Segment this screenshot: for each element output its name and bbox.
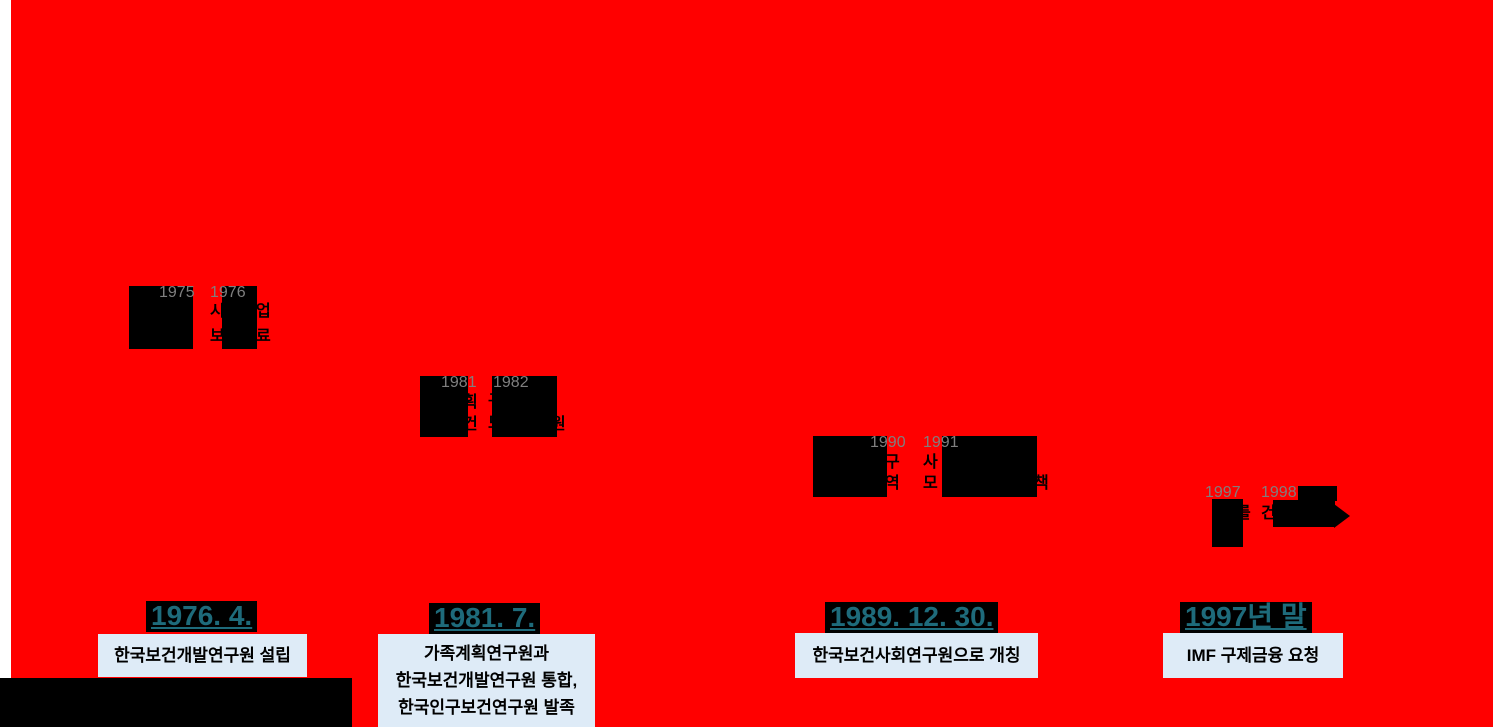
text-fragment: 모 (923, 475, 938, 492)
date-heading: 1989. 12. 30. (825, 602, 999, 634)
event-label-line: 가족계획연구원과 (423, 644, 550, 663)
year-label: 1981 (441, 374, 477, 391)
year-label: 1982 (493, 374, 529, 391)
event-label-line: 한국보건개발연구원 설립 (114, 646, 291, 665)
event-label-line: IMF 구제금융 요청 (1186, 646, 1320, 665)
date-heading: 1997년 말 (1180, 602, 1312, 634)
black-redaction-box (420, 376, 468, 437)
text-fragment: 구 (885, 454, 900, 471)
text-fragment: 건 (1261, 505, 1276, 522)
black-redaction-box (1273, 500, 1335, 527)
event-label-box: IMF 구제금융 요청 (1163, 633, 1343, 678)
black-redaction-box (813, 436, 887, 497)
year-label: 1997 (1205, 484, 1241, 501)
year-label: 1990 (870, 434, 906, 451)
date-heading: 1976. 4. (146, 601, 258, 633)
date-heading: 1981. 7. (429, 603, 541, 635)
year-label: 1991 (923, 434, 959, 451)
text-fragment: 료 (256, 328, 271, 345)
event-label-line: 한국인구보건연구원 발족 (398, 698, 575, 717)
black-redaction-bar-bottom (0, 678, 352, 727)
text-fragment: 사 (923, 454, 938, 471)
black-redaction-box (492, 376, 557, 437)
event-label-line: 한국보건개발연구원 통합, (395, 671, 578, 690)
black-redaction-box (222, 286, 257, 349)
black-redaction-box (129, 286, 193, 349)
text-fragment: 보 (210, 328, 225, 345)
text-fragment: 시 (210, 303, 225, 320)
event-label-box: 한국보건사회연구원으로 개칭 (795, 633, 1038, 678)
event-label-box: 한국보건개발연구원 설립 (98, 634, 307, 677)
black-redaction-box (1212, 499, 1243, 547)
text-fragment: 책 (1034, 475, 1049, 492)
text-fragment: 업 (256, 303, 271, 320)
arrow-right-icon (1334, 504, 1350, 528)
event-label-box: 가족계획연구원과 한국보건개발연구원 통합, 한국인구보건연구원 발족 (378, 634, 595, 727)
year-label: 1998 (1261, 484, 1297, 501)
black-redaction-box (942, 436, 1037, 497)
text-fragment: 역 (885, 475, 900, 492)
black-redaction-box (1298, 486, 1337, 501)
year-label: 1975 (159, 284, 195, 301)
event-label-line: 한국보건사회연구원으로 개칭 (812, 646, 1021, 665)
year-label: 1976 (210, 284, 246, 301)
